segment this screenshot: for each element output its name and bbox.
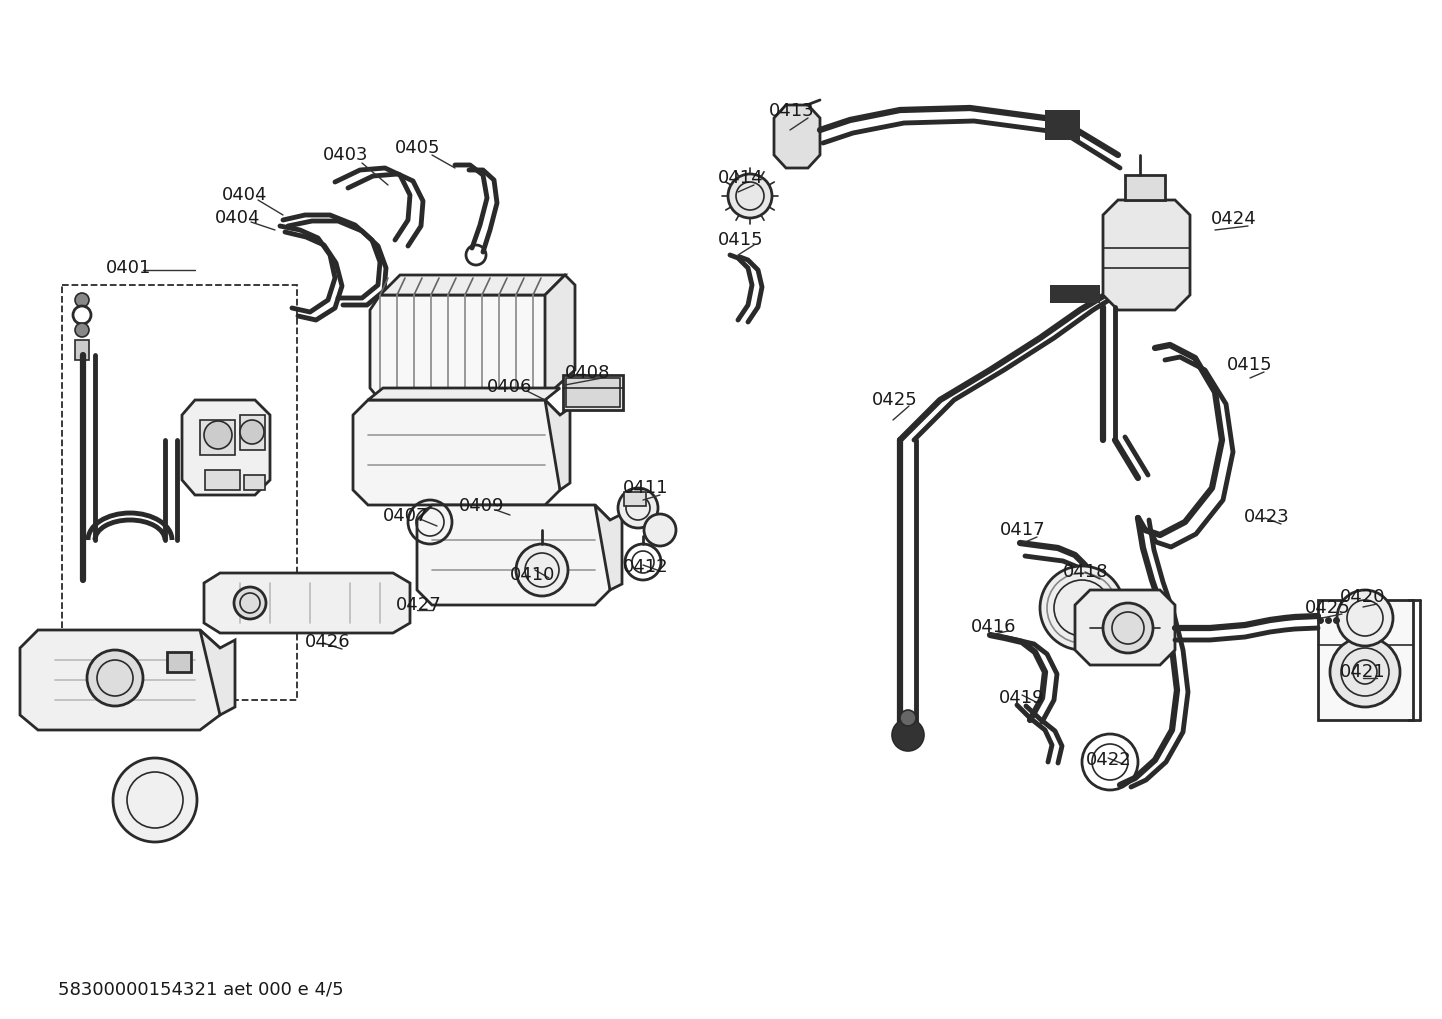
- Circle shape: [239, 420, 264, 444]
- Text: 0411: 0411: [623, 479, 669, 497]
- Polygon shape: [200, 420, 235, 455]
- Polygon shape: [1074, 590, 1175, 665]
- Circle shape: [893, 719, 924, 751]
- Circle shape: [645, 514, 676, 546]
- Text: 0409: 0409: [459, 497, 505, 515]
- Circle shape: [75, 323, 89, 337]
- Text: 0417: 0417: [999, 521, 1045, 539]
- Polygon shape: [368, 388, 559, 400]
- Bar: [567, 378, 620, 407]
- Circle shape: [1040, 566, 1123, 650]
- Text: 0404: 0404: [222, 186, 268, 204]
- Circle shape: [74, 306, 91, 324]
- Bar: [1050, 285, 1100, 303]
- Polygon shape: [244, 475, 265, 490]
- Polygon shape: [353, 400, 559, 505]
- Polygon shape: [182, 400, 270, 495]
- Circle shape: [728, 174, 771, 218]
- Text: 0424: 0424: [1211, 210, 1257, 228]
- Circle shape: [234, 587, 265, 619]
- Polygon shape: [1103, 200, 1190, 310]
- Text: 0413: 0413: [769, 102, 815, 120]
- Circle shape: [1337, 590, 1393, 646]
- Text: 0410: 0410: [510, 566, 555, 584]
- Polygon shape: [205, 470, 239, 490]
- Circle shape: [87, 650, 143, 706]
- Circle shape: [619, 488, 658, 528]
- Polygon shape: [239, 415, 265, 450]
- Text: 0425: 0425: [872, 391, 917, 409]
- Polygon shape: [371, 294, 555, 400]
- Bar: [167, 652, 190, 672]
- Text: 0404: 0404: [215, 209, 261, 227]
- Bar: [1045, 110, 1080, 140]
- Text: 0423: 0423: [1244, 508, 1289, 526]
- Text: 0416: 0416: [970, 618, 1017, 636]
- Polygon shape: [545, 400, 570, 490]
- Text: 0420: 0420: [1340, 588, 1386, 606]
- Circle shape: [112, 758, 198, 842]
- Text: 0415: 0415: [1227, 356, 1273, 374]
- Polygon shape: [20, 630, 221, 730]
- Circle shape: [900, 710, 916, 726]
- Text: 58300000154321 aet 000 e 4/5: 58300000154321 aet 000 e 4/5: [58, 981, 343, 999]
- Text: 0426: 0426: [306, 633, 350, 651]
- Bar: [62, 285, 297, 700]
- Polygon shape: [545, 275, 575, 400]
- Circle shape: [1330, 637, 1400, 707]
- Text: 0401: 0401: [107, 259, 151, 277]
- Polygon shape: [417, 505, 610, 605]
- Text: 0422: 0422: [1086, 751, 1132, 769]
- Polygon shape: [774, 105, 820, 168]
- Polygon shape: [381, 275, 565, 294]
- Bar: [75, 340, 89, 360]
- Bar: [1318, 600, 1413, 720]
- Bar: [1125, 175, 1165, 200]
- Text: 0412: 0412: [623, 558, 669, 576]
- Text: 0415: 0415: [718, 231, 764, 249]
- Text: 0427: 0427: [397, 596, 441, 614]
- Text: 0408: 0408: [565, 364, 610, 382]
- Text: 0405: 0405: [395, 139, 440, 157]
- Bar: [562, 375, 623, 410]
- Text: 0421: 0421: [1340, 663, 1386, 681]
- Text: 0407: 0407: [384, 507, 428, 525]
- Text: 0418: 0418: [1063, 564, 1109, 581]
- Text: 0425: 0425: [1305, 599, 1351, 616]
- Text: 0406: 0406: [487, 378, 532, 396]
- Polygon shape: [200, 630, 235, 715]
- Circle shape: [1103, 603, 1154, 653]
- Polygon shape: [203, 573, 410, 633]
- Circle shape: [75, 293, 89, 307]
- Text: 0414: 0414: [718, 169, 764, 187]
- Bar: [624, 492, 646, 506]
- Text: 0419: 0419: [999, 689, 1044, 707]
- Circle shape: [203, 421, 232, 449]
- Circle shape: [516, 544, 568, 596]
- Polygon shape: [596, 505, 622, 590]
- Text: 0403: 0403: [323, 146, 369, 164]
